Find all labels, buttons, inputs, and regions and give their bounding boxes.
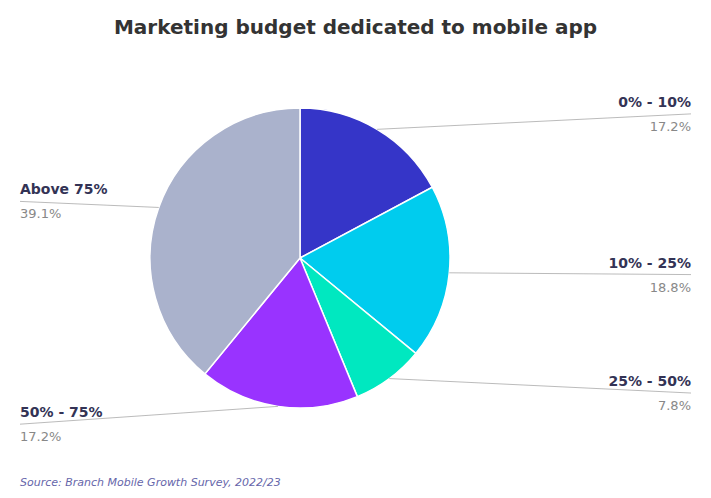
data-label: 18.8% [650,280,691,295]
slice-label: Above 75% [20,181,107,197]
slice-labels: 0% - 10% 17.2% 10% - 25% 18.8% 25% - 50% 7.8%… [20,94,691,444]
annotation: Source: Branch Mobile Growth Survey, 202… [20,476,281,489]
pie [150,108,450,408]
slice-label: 25% - 50% [608,373,691,389]
data-label: 39.1% [20,206,61,221]
slice-label: 50% - 75% [20,404,103,420]
chart: Marketing budget dedicated to mobile app… [0,0,711,498]
pie-slice [150,108,300,374]
data-label: 7.8% [658,398,691,413]
leader-line [449,273,691,275]
data-label: 17.2% [650,119,691,134]
slice-label: 0% - 10% [618,94,691,110]
slice-label: 10% - 25% [608,255,691,271]
title: Marketing budget dedicated to mobile app [114,15,597,39]
data-label: 17.2% [20,429,61,444]
leader-line [377,114,691,129]
